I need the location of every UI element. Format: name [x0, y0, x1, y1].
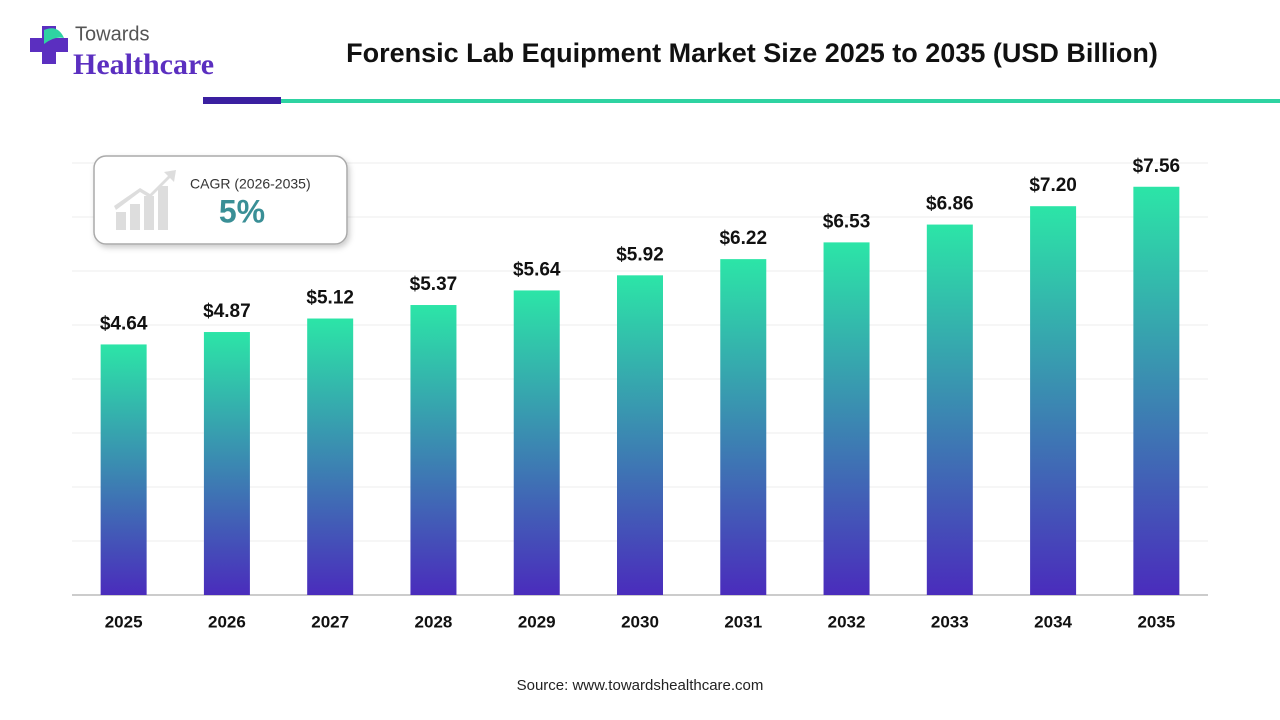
x-tick-label: 2031	[724, 612, 762, 631]
value-label: $4.87	[203, 301, 251, 322]
bar	[203, 332, 250, 595]
value-label: $6.86	[926, 194, 974, 215]
value-label: $4.64	[100, 313, 148, 334]
logo-line1: Towards	[75, 23, 149, 45]
cagr-value: 5%	[219, 193, 265, 229]
x-tick-label: 2033	[931, 612, 969, 631]
bar	[100, 344, 147, 595]
value-label: $5.64	[513, 259, 561, 280]
value-label: $7.56	[1133, 156, 1181, 177]
bar	[617, 275, 663, 595]
cagr-icon	[114, 170, 176, 230]
header-line	[281, 99, 1280, 103]
logo-leaf	[44, 28, 64, 44]
x-tick-label: 2029	[518, 612, 556, 631]
bar	[410, 305, 457, 595]
value-label: $6.22	[719, 228, 767, 249]
x-tick-label: 2034	[1034, 612, 1072, 631]
bar	[720, 259, 767, 595]
x-tick-label: 2030	[621, 612, 659, 631]
header-bar	[203, 97, 281, 104]
logo: Towards Healthcare	[30, 23, 214, 81]
x-tick-label: 2035	[1137, 612, 1175, 631]
logo-cross	[30, 26, 68, 64]
bar	[1030, 206, 1077, 595]
bar	[1133, 186, 1180, 595]
cagr-label: CAGR (2026-2035)	[190, 176, 311, 192]
bar	[307, 318, 354, 595]
bar	[823, 242, 870, 595]
value-label: $5.92	[616, 244, 664, 265]
cagr-frame	[93, 155, 348, 245]
bar	[926, 224, 973, 595]
chart-title: Forensic Lab Equipment Market Size 2025 …	[346, 38, 1158, 68]
value-label: $5.37	[410, 274, 458, 295]
logo-line2: Healthcare	[73, 48, 214, 81]
x-tick-label: 2025	[105, 612, 143, 631]
x-tick-label: 2027	[311, 612, 349, 631]
x-tick-label: 2032	[828, 612, 866, 631]
value-label: $5.12	[306, 288, 354, 309]
source: Source: www.towardshealthcare.com	[517, 677, 764, 694]
value-label: $7.20	[1029, 175, 1077, 196]
bars: 2025 $4.64 2026 $4.87 2027 $5.12 2028 $5.37 2029…	[100, 156, 1180, 632]
bar	[513, 290, 560, 595]
cagr-box: CAGR (2026-2035) 5%	[93, 155, 348, 245]
value-label: $6.53	[823, 211, 871, 232]
x-tick-label: 2026	[208, 612, 246, 631]
x-tick-label: 2028	[415, 612, 453, 631]
